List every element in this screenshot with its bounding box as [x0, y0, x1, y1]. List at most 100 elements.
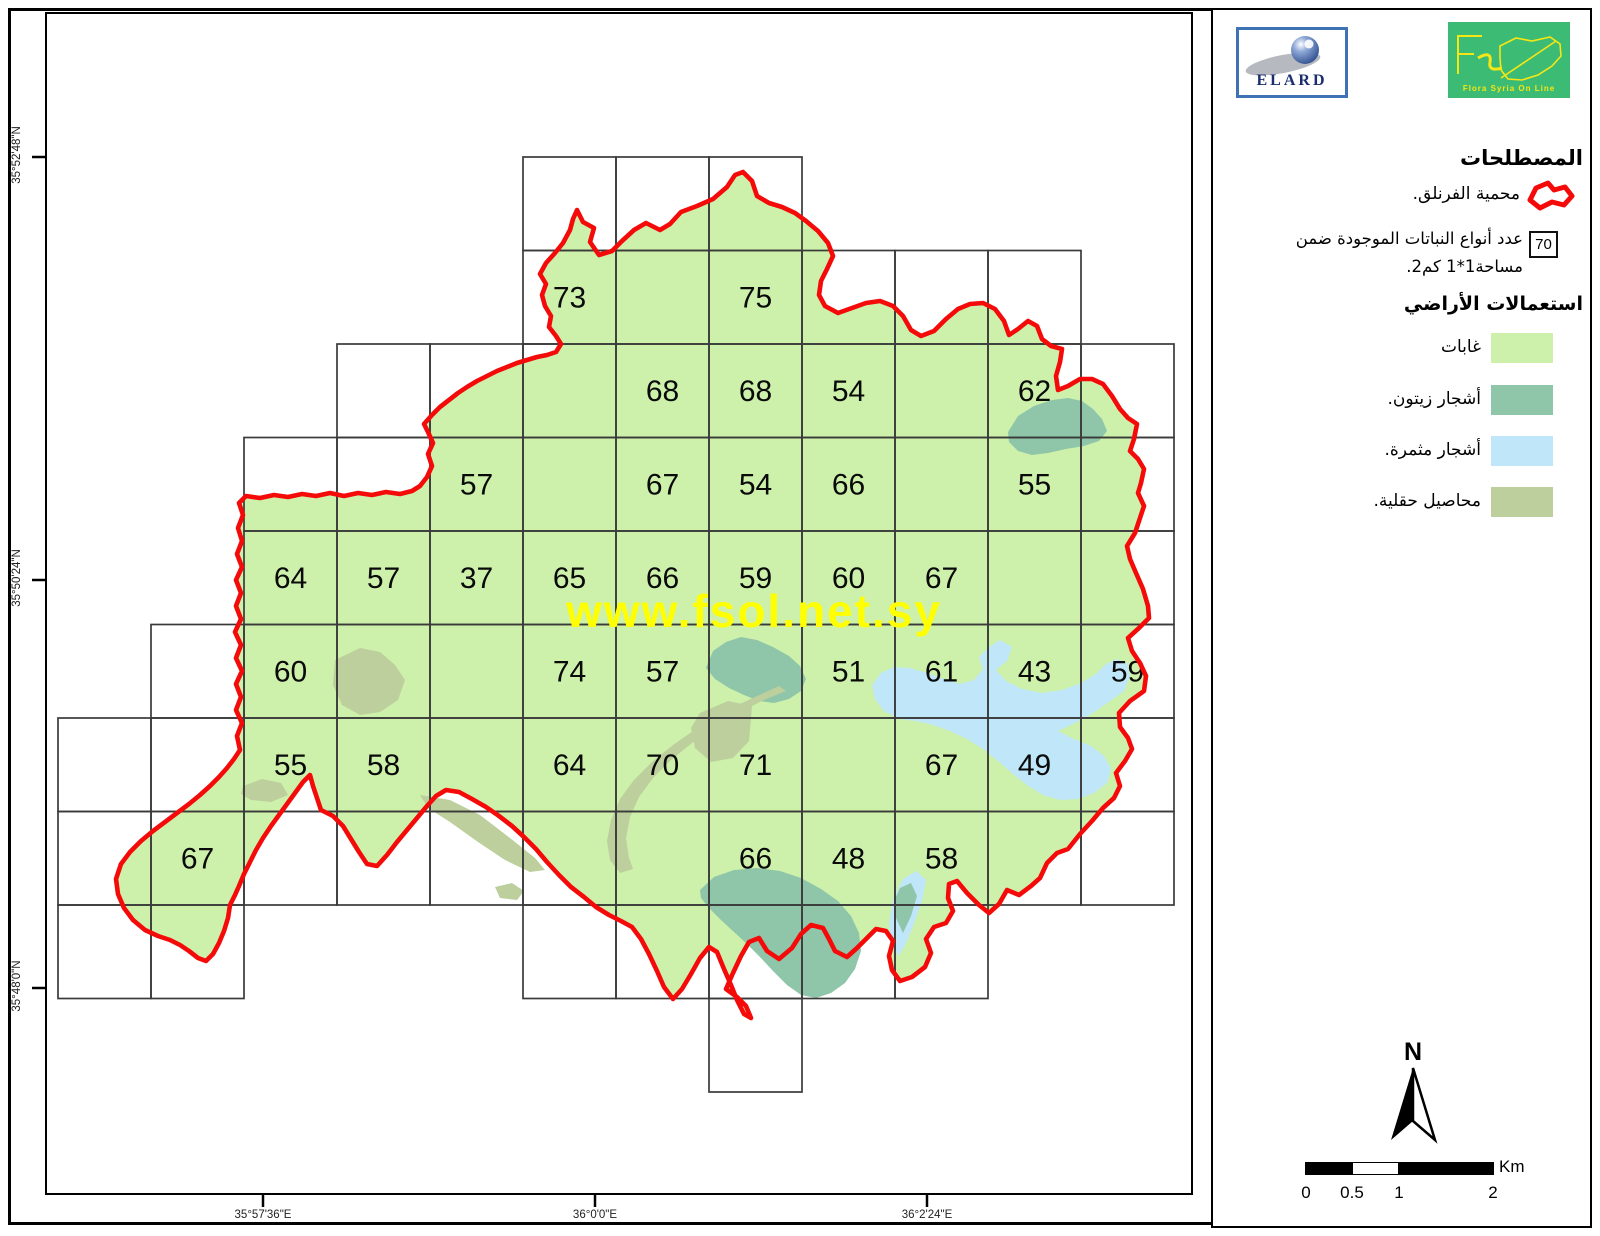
crops-south-streak-landuse-patch: [420, 795, 545, 872]
fruit-east-swath-landuse-patch: [872, 640, 1130, 800]
fsol-logo-art: [1457, 35, 1562, 81]
scale-bar-unit: Km: [1499, 1157, 1525, 1176]
fsol-logo: Flora Syria On Line: [1448, 22, 1570, 98]
grid-cell-value: 64: [553, 749, 586, 782]
scale-bar-number: 2: [1488, 1183, 1498, 1202]
landuse-label: أشجار مثمرة.: [1384, 440, 1482, 460]
grid-cell-value: 51: [832, 655, 865, 688]
north-arrow-icon: [1391, 1067, 1438, 1144]
north-label: N: [1403, 1038, 1423, 1066]
grid-cell-value: 49: [1018, 749, 1051, 782]
species-label-line2: مساحة1*1 كم2.: [1406, 257, 1523, 276]
scale-bar-number: 0: [1301, 1183, 1311, 1202]
axis-ticks: [32, 155, 929, 1207]
landuse-label: غابات: [1441, 337, 1481, 357]
landuse-swatch: [1491, 436, 1553, 466]
legend-panel: [1211, 8, 1592, 1228]
olive-patch-center-landuse-patch: [706, 637, 806, 703]
crops-bottom-tiny-landuse-patch: [495, 883, 524, 900]
species-count-symbol: 70: [1529, 231, 1558, 258]
scale-bar-number: 0.5: [1340, 1183, 1364, 1202]
scale-bar: [1305, 1162, 1494, 1175]
grid-cell-value: 67: [646, 468, 679, 501]
landuse-label: محاصيل حقلية.: [1373, 491, 1482, 511]
crops-west-small-landuse-patch: [333, 648, 405, 715]
grid-cell-value: 59: [739, 562, 772, 595]
grid-cell-value: 57: [460, 468, 493, 501]
grid-cell-value: 74: [553, 655, 586, 688]
grid-cell-value: 66: [646, 562, 679, 595]
grid-cell-value: 75: [739, 281, 772, 314]
grid-cell-value: 70: [646, 749, 679, 782]
olive-se-tail-landuse-patch: [894, 883, 917, 933]
grid-cell-value: 68: [739, 375, 772, 408]
legend-title: المصطلحات: [1459, 146, 1583, 170]
landuse-legend-row: أشجار مثمرة.: [1240, 436, 1573, 466]
grid-cell: [708, 997, 803, 1093]
lon-axis-label: 35°57'36"E: [234, 1209, 292, 1221]
elard-logo-text: ELARD: [1256, 72, 1328, 89]
grid-cell-value: 43: [1018, 655, 1051, 688]
grid-cell-value: 61: [925, 655, 958, 688]
lon-axis-label: 36°0'0"E: [572, 1209, 618, 1221]
survey-grid: [57, 156, 1175, 1093]
grid-cell-value: 67: [925, 749, 958, 782]
crops-band-landuse-patch: [607, 686, 786, 873]
grid-cell-value: 66: [739, 842, 772, 875]
lat-axis-label: 35°48'0"N: [11, 960, 23, 1012]
landuse-label: أشجار زيتون.: [1387, 389, 1481, 409]
reserve-boundary: [113, 169, 1152, 1021]
grid-cell-value: 71: [739, 749, 772, 782]
landuse-swatch: [1491, 487, 1553, 517]
grid-cell-value: 66: [832, 468, 865, 501]
species-label-line1: عدد أنواع النباتات الموجودة ضمن: [1295, 229, 1523, 248]
reserve-label: محمية الفرنلق.: [1412, 184, 1520, 204]
grid-cell-value: 57: [646, 655, 679, 688]
watermark: www.fsol.net.sy: [566, 585, 942, 637]
grid-cell-value: 57: [367, 562, 400, 595]
reserve-boundary-icon: [1527, 180, 1575, 211]
fsol-logo-text: Flora Syria On Line: [1462, 84, 1556, 93]
grid-cell-value: 55: [274, 749, 307, 782]
lat-axis-label: 35°50'24"N: [11, 549, 23, 607]
grid-cell-value: 55: [1018, 468, 1051, 501]
grid-cell-value: 54: [832, 375, 865, 408]
grid-cell-value: 62: [1018, 375, 1051, 408]
grid-cell-value: 68: [646, 375, 679, 408]
landuse-legend-row: محاصيل حقلية.: [1240, 487, 1573, 517]
scale-bar-segment: [1352, 1163, 1399, 1174]
grid-cell-value: 54: [739, 468, 772, 501]
grid-cell-value: 73: [553, 281, 586, 314]
grid-cell-value: 37: [460, 562, 493, 595]
landuse-swatch: [1491, 333, 1553, 363]
landuse-legend-row: غابات: [1240, 333, 1573, 363]
landuse-legend-row: أشجار زيتون.: [1240, 385, 1573, 415]
grid-cell-value: 64: [274, 562, 307, 595]
landuse-swatch: [1491, 385, 1553, 415]
grid-cell-value: 58: [925, 842, 958, 875]
reserve-area-fill: [116, 172, 1149, 1018]
crops-bulge-landuse-patch: [691, 701, 752, 762]
grid-cell-value: 60: [274, 655, 307, 688]
map-frame: [45, 12, 1193, 1195]
scale-bar-number: 1: [1394, 1183, 1404, 1202]
grid-cell: [1080, 810, 1175, 906]
grid-cell-value: 58: [367, 749, 400, 782]
grid-cell: [150, 904, 245, 1000]
elard-logo: ELARD: [1236, 27, 1348, 98]
grid-cell-value: 60: [832, 562, 865, 595]
lat-axis-label: 35°52'48"N: [11, 126, 23, 184]
grid-cell: [894, 904, 989, 1000]
olive-bottom-blob-landuse-patch: [700, 868, 861, 998]
olive-patch-ne-landuse-patch: [1008, 398, 1107, 455]
grid-values: 73 75 68 68 54 62 57 67 54 66 55 64 57 37 65 66 59 60 67 60…: [181, 281, 1144, 875]
grid-cell-value: 67: [181, 842, 214, 875]
grid-cell-value: 67: [925, 562, 958, 595]
lon-axis-label: 36°2'24"E: [901, 1209, 953, 1221]
grid-cell-value: 48: [832, 842, 865, 875]
elard-sphere-icon: [1245, 36, 1321, 76]
grid-cell-value: 65: [553, 562, 586, 595]
crops-sw-small-landuse-patch: [241, 779, 288, 802]
landuse-title: استعمالات الأراضي: [1403, 293, 1583, 315]
